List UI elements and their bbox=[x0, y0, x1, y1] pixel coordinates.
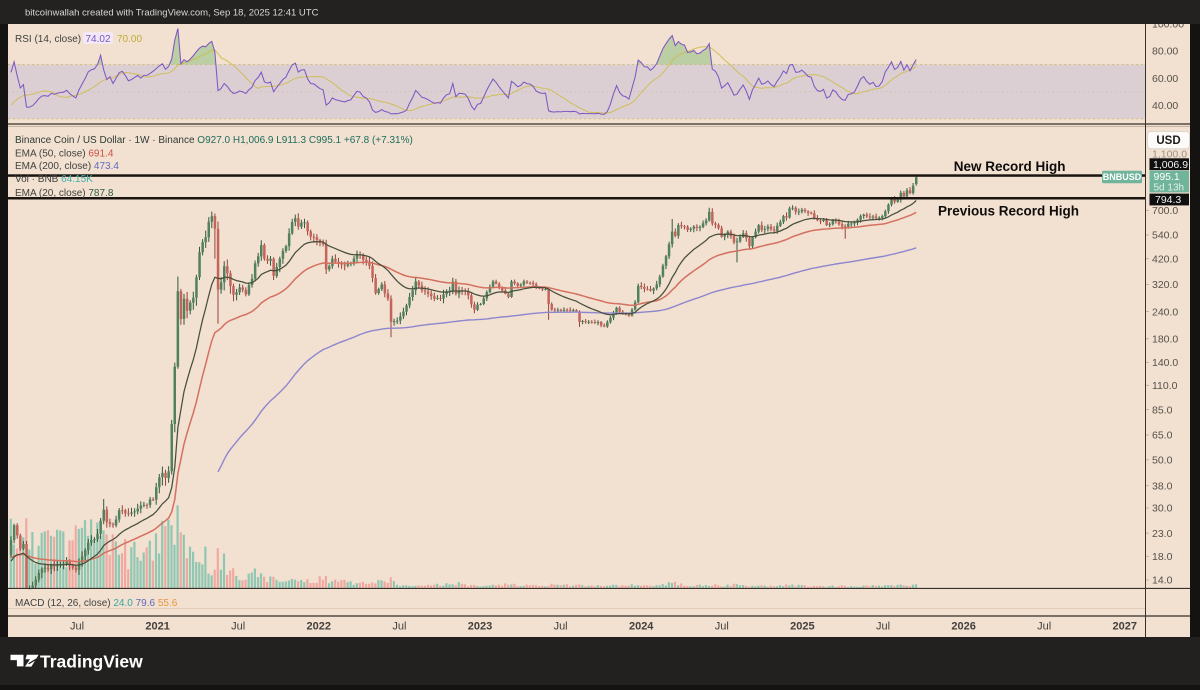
svg-text:38.0: 38.0 bbox=[1152, 480, 1173, 492]
svg-text:5d 13h: 5d 13h bbox=[1154, 182, 1185, 193]
svg-text:240.0: 240.0 bbox=[1152, 306, 1178, 318]
svg-text:140.0: 140.0 bbox=[1152, 357, 1178, 369]
svg-text:Jul: Jul bbox=[554, 621, 568, 633]
svg-text:180.0: 180.0 bbox=[1152, 334, 1178, 346]
svg-text:30.0: 30.0 bbox=[1152, 503, 1173, 515]
svg-text:14.0: 14.0 bbox=[1152, 575, 1173, 587]
svg-text:65.0: 65.0 bbox=[1152, 430, 1173, 442]
svg-text:EMA (20, close) 787.8: EMA (20, close) 787.8 bbox=[15, 188, 114, 199]
svg-text:MACD (12, 26, close) 24.0 79.6: MACD (12, 26, close) 24.0 79.6 55.6 bbox=[15, 598, 178, 609]
svg-text:RSI (14, close): RSI (14, close) bbox=[15, 34, 81, 45]
svg-text:60.00: 60.00 bbox=[1152, 73, 1178, 85]
svg-text:2026: 2026 bbox=[951, 621, 975, 633]
svg-text:Jul: Jul bbox=[876, 621, 890, 633]
svg-text:80.00: 80.00 bbox=[1152, 46, 1178, 58]
svg-text:New Record High: New Record High bbox=[954, 159, 1066, 174]
svg-text:Binance Coin / US Dollar · 1W: Binance Coin / US Dollar · 1W · Binance … bbox=[15, 135, 413, 146]
svg-text:700.0: 700.0 bbox=[1152, 205, 1178, 217]
svg-text:18.0: 18.0 bbox=[1152, 551, 1173, 563]
svg-text:2023: 2023 bbox=[468, 621, 492, 633]
svg-text:110.0: 110.0 bbox=[1152, 380, 1178, 392]
svg-text:2022: 2022 bbox=[307, 621, 331, 633]
svg-text:320.0: 320.0 bbox=[1152, 279, 1178, 291]
svg-text:EMA (50, close) 691.4: EMA (50, close) 691.4 bbox=[15, 149, 114, 160]
svg-text:23.0: 23.0 bbox=[1152, 528, 1173, 540]
svg-text:794.3: 794.3 bbox=[1155, 194, 1181, 206]
svg-text:420.0: 420.0 bbox=[1152, 253, 1178, 265]
svg-text:Jul: Jul bbox=[231, 621, 245, 633]
svg-text:Vol · BNB 64.15K: Vol · BNB 64.15K bbox=[15, 174, 93, 185]
svg-text:2021: 2021 bbox=[145, 621, 169, 633]
svg-text:40.00: 40.00 bbox=[1152, 100, 1178, 112]
svg-text:Jul: Jul bbox=[70, 621, 84, 633]
svg-text:1,100.0: 1,100.0 bbox=[1152, 149, 1187, 161]
svg-text:1,006.9: 1,006.9 bbox=[1153, 159, 1188, 171]
svg-text:USD: USD bbox=[1156, 135, 1180, 147]
svg-text:bitcoinwallah created with Tra: bitcoinwallah created with TradingView.c… bbox=[25, 8, 319, 19]
svg-text:85.0: 85.0 bbox=[1152, 404, 1173, 416]
svg-text:Jul: Jul bbox=[715, 621, 729, 633]
svg-text:Previous Record High: Previous Record High bbox=[938, 204, 1079, 219]
svg-text:2027: 2027 bbox=[1113, 621, 1137, 633]
svg-text:Jul: Jul bbox=[392, 621, 406, 633]
svg-text:995.1: 995.1 bbox=[1154, 171, 1180, 183]
svg-text:74.02: 74.02 bbox=[86, 34, 111, 45]
svg-text:70.00: 70.00 bbox=[117, 34, 142, 45]
svg-text:Jul: Jul bbox=[1037, 621, 1051, 633]
svg-text:2024: 2024 bbox=[629, 621, 654, 633]
svg-text:540.0: 540.0 bbox=[1152, 230, 1178, 242]
svg-text:TradingView: TradingView bbox=[40, 652, 143, 672]
svg-text:EMA (200, close) 473.4: EMA (200, close) 473.4 bbox=[15, 161, 119, 172]
svg-text:50.0: 50.0 bbox=[1152, 455, 1173, 467]
svg-text:2025: 2025 bbox=[790, 621, 814, 633]
svg-text:BNBUSD: BNBUSD bbox=[1103, 172, 1142, 182]
